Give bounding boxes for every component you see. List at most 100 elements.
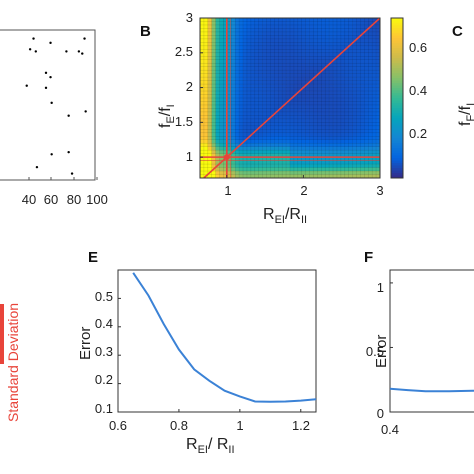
heatmap-cell: [344, 171, 349, 175]
heatmap-cell: [211, 108, 216, 113]
heatmap-cell: [305, 150, 310, 154]
heatmap-cell: [219, 56, 224, 61]
panel-a-xtick: 40: [22, 192, 36, 207]
heatmap-cell: [203, 171, 209, 175]
heatmap-cell: [352, 66, 357, 71]
heatmap-cell: [372, 49, 377, 54]
heatmap-cell: [227, 59, 232, 64]
heatmap-cell: [223, 21, 228, 26]
heatmap-cell: [376, 171, 381, 175]
heatmap-cell: [297, 174, 303, 179]
heatmap-cell: [336, 164, 342, 168]
heatmap-cell: [215, 125, 220, 130]
heatmap-cell: [364, 35, 369, 40]
heatmap-cell: [254, 157, 259, 161]
heatmap-cell: [329, 87, 334, 92]
panel-e-ytick: 0.4: [95, 316, 113, 331]
heatmap-cell: [372, 143, 377, 147]
heatmap-cell: [207, 49, 213, 54]
heatmap-cell: [254, 18, 259, 22]
heatmap-cell: [215, 66, 220, 71]
heatmap-cell: [290, 87, 295, 92]
heatmap-cell: [278, 164, 283, 168]
heatmap-cell: [348, 35, 353, 40]
heatmap-cell: [325, 84, 330, 88]
heatmap-cell: [254, 160, 259, 165]
heatmap-cell: [200, 101, 205, 106]
heatmap-cell: [282, 157, 287, 161]
heatmap-cell: [364, 70, 369, 74]
panel-b-colorbar-box: [390, 17, 404, 179]
heatmap-cell: [364, 157, 369, 161]
heatmap-cell: [344, 66, 349, 71]
heatmap-cell: [356, 104, 361, 109]
heatmap-cell: [211, 31, 216, 36]
heatmap-cell: [317, 125, 322, 130]
heatmap-cell: [336, 157, 342, 161]
heatmap-cell: [293, 59, 299, 64]
heatmap-cell: [243, 94, 248, 99]
heatmap-cell: [333, 21, 338, 26]
heatmap-cell: [239, 101, 244, 106]
heatmap-cell: [207, 136, 213, 141]
heatmap-cell: [293, 49, 299, 54]
heatmap-cell: [215, 132, 220, 137]
heatmap-cell: [333, 98, 338, 102]
heatmap-cell: [246, 35, 252, 40]
heatmap-cell: [313, 153, 318, 158]
heatmap-cell: [235, 104, 240, 109]
heatmap-cell: [211, 24, 216, 29]
heatmap-cell: [301, 132, 306, 137]
heatmap-cell: [250, 24, 256, 29]
heatmap-cell: [360, 139, 365, 144]
heatmap-cell: [317, 84, 322, 88]
heatmap-cell: [207, 21, 213, 26]
heatmap-cell: [266, 139, 271, 144]
heatmap-cell: [286, 125, 291, 130]
heatmap-cell: [297, 129, 303, 134]
heatmap-cell: [262, 35, 267, 40]
heatmap-cell: [344, 164, 349, 168]
heatmap-cell: [250, 31, 256, 36]
heatmap-cell: [336, 73, 342, 78]
heatmap-cell: [356, 94, 361, 99]
heatmap-cell: [333, 73, 338, 78]
heatmap-cell: [235, 101, 240, 106]
heatmap-cell: [372, 87, 377, 92]
scatter-point: [77, 50, 81, 53]
heatmap-cell: [286, 77, 291, 81]
heatmap-cell: [293, 146, 299, 151]
heatmap-cell: [235, 91, 240, 95]
panel-e-xtick: 1: [236, 418, 243, 433]
heatmap-cell: [368, 77, 373, 81]
heatmap-cell: [340, 52, 346, 57]
heatmap-cell: [200, 164, 205, 168]
heatmap-cell: [243, 139, 248, 144]
heatmap-cell: [200, 150, 205, 154]
heatmap-cell: [336, 118, 342, 123]
colorbar-swatch: [391, 173, 403, 176]
heatmap-cell: [243, 45, 248, 50]
colorbar-swatch: [391, 85, 403, 89]
heatmap-cell: [309, 52, 314, 57]
heatmap-cell: [305, 125, 310, 130]
heatmap-cell: [340, 87, 346, 92]
heatmap-cell: [223, 122, 228, 127]
heatmap-cell: [348, 91, 353, 95]
heatmap-cell: [301, 24, 306, 29]
heatmap-cell: [211, 52, 216, 57]
colorbar-swatch: [391, 160, 403, 164]
heatmap-cell: [239, 136, 244, 141]
heatmap-cell: [360, 87, 365, 92]
heatmap-cell: [239, 104, 244, 109]
heatmap-cell: [207, 84, 213, 88]
heatmap-cell: [352, 122, 357, 127]
heatmap-cell: [336, 87, 342, 92]
heatmap-cell: [207, 101, 213, 106]
heatmap-cell: [243, 118, 248, 123]
heatmap-cell: [258, 70, 263, 74]
heatmap-cell: [223, 143, 228, 147]
heatmap-cell: [293, 80, 299, 85]
heatmap-cell: [364, 98, 369, 102]
heatmap-cell: [274, 18, 279, 22]
